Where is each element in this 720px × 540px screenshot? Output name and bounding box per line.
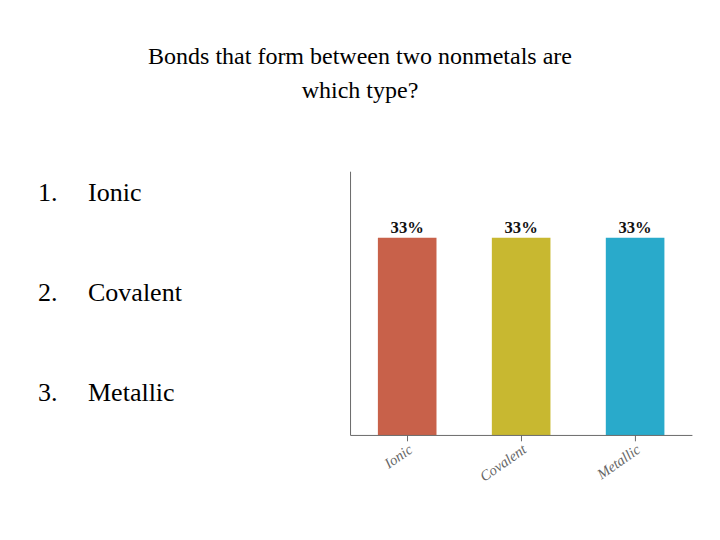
svg-text:33%: 33% bbox=[505, 218, 538, 237]
svg-text:33%: 33% bbox=[391, 218, 424, 237]
html-text:Covalent: Covalent bbox=[88, 278, 182, 307]
svg-text:33%: 33% bbox=[619, 218, 652, 237]
html-text:Metallic: Metallic bbox=[88, 378, 175, 407]
svg-text:Metallic: Metallic bbox=[593, 441, 643, 483]
html-text:which type?: which type? bbox=[301, 77, 419, 103]
html-text:2.: 2. bbox=[38, 278, 58, 307]
html-text:1.: 1. bbox=[38, 178, 58, 207]
html-text:Ionic: Ionic bbox=[88, 178, 142, 207]
html-text:3.: 3. bbox=[38, 378, 58, 407]
svg-text:Covalent: Covalent bbox=[477, 441, 530, 485]
html-text:Bonds that form between two no: Bonds that form between two nonmetals ar… bbox=[148, 43, 572, 69]
svg-text:Ionic: Ionic bbox=[381, 441, 416, 472]
